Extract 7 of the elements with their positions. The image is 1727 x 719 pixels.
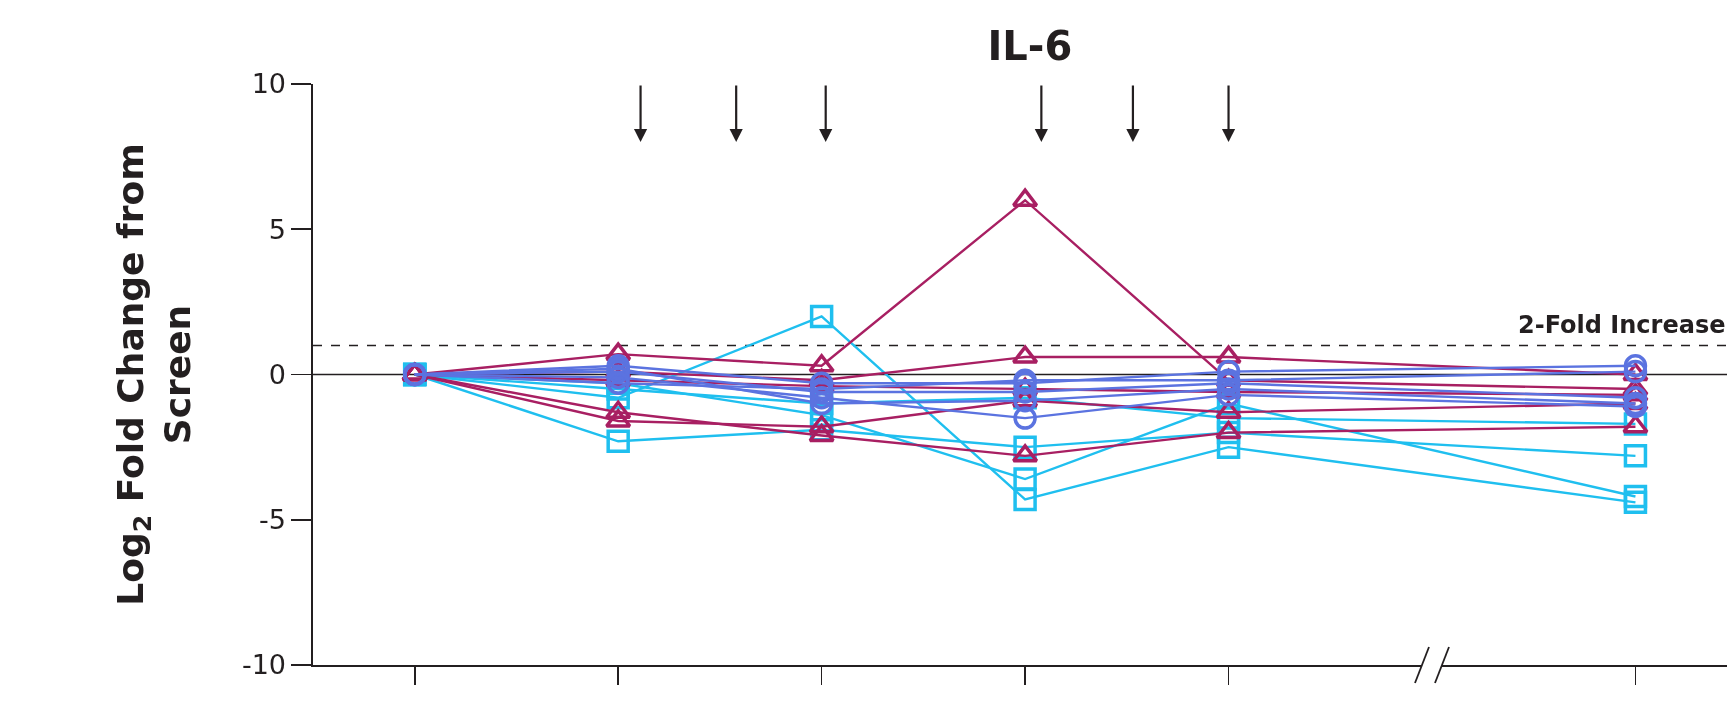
- y-tick-label: -10: [241, 649, 286, 681]
- chart-title: IL-6: [987, 23, 1073, 70]
- ref-line-label: 2-Fold Increase: [1518, 311, 1726, 339]
- y-tick-label: 0: [268, 358, 286, 390]
- y-tick-label: -5: [259, 504, 286, 536]
- y-tick-label: 5: [268, 213, 286, 245]
- y-tick-label: 10: [251, 68, 286, 100]
